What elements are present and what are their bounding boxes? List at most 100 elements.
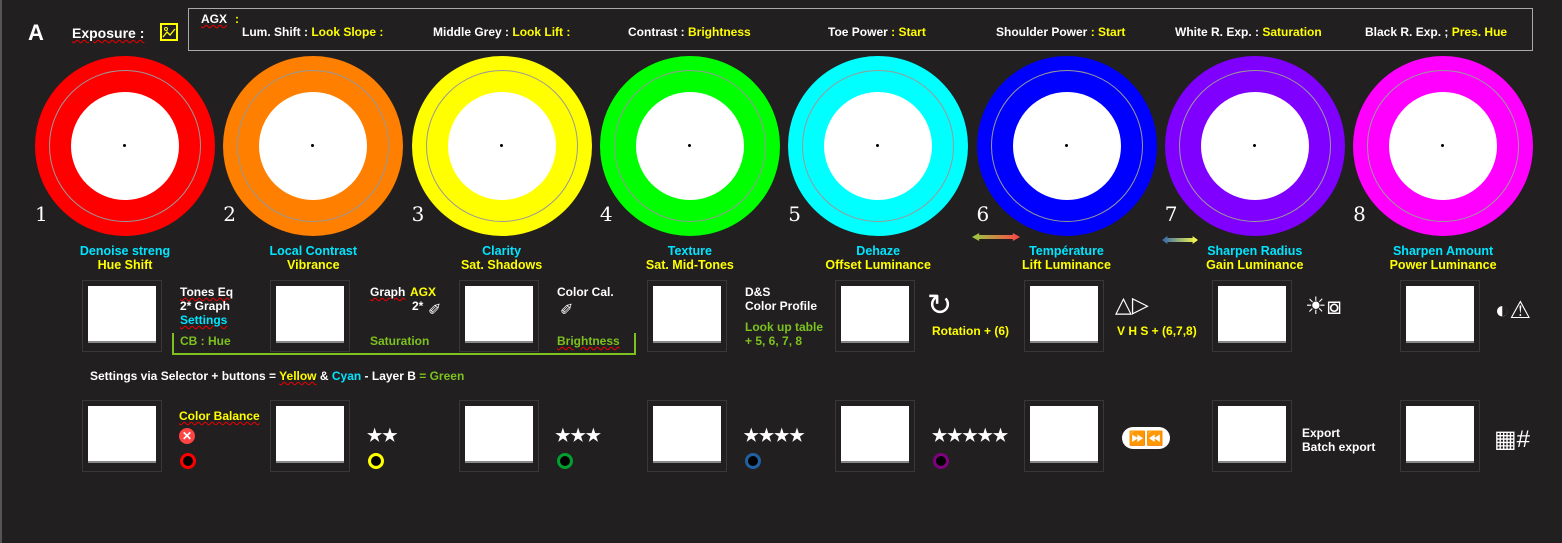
- two-star-label: 2*: [412, 299, 424, 313]
- button-slot-2-8[interactable]: [1400, 400, 1481, 472]
- bulb-focus-icon[interactable]: ☀⧇: [1305, 293, 1342, 320]
- dial-bottom-label: Offset Luminance: [825, 258, 931, 272]
- button-slot-2-6[interactable]: [1023, 400, 1104, 472]
- button-slot-1-3[interactable]: [458, 280, 539, 352]
- button-slot-1-8[interactable]: [1400, 280, 1481, 352]
- color-label-circle[interactable]: [368, 453, 385, 469]
- button-slot-2-7[interactable]: [1211, 400, 1292, 472]
- dial-1[interactable]: [35, 56, 215, 236]
- slot-preview: [276, 406, 345, 463]
- button-slot-2-1[interactable]: [82, 400, 162, 472]
- dial-top-label: Local Contrast: [269, 244, 358, 258]
- dial-ring: [425, 70, 578, 222]
- dial-number: 8: [1353, 202, 1366, 226]
- agx-param-value: Look Slope :: [311, 25, 384, 39]
- layer-letter: A: [28, 20, 44, 45]
- agx-param[interactable]: White R. Exp. : Saturation: [1175, 25, 1322, 39]
- color-label-circle[interactable]: [933, 453, 950, 469]
- agx-param[interactable]: Middle Grey : Look Lift :: [433, 25, 570, 39]
- close-icon[interactable]: ✕: [179, 428, 195, 444]
- rating-stars[interactable]: ★★★★★: [931, 426, 1009, 445]
- ds-label: D&S: [745, 285, 771, 299]
- dial-dot: [1064, 144, 1068, 147]
- dial-4[interactable]: [599, 56, 780, 236]
- grid-icon[interactable]: ▦#: [1494, 426, 1531, 453]
- agx-param[interactable]: Toe Power : Start: [828, 25, 926, 39]
- button-slot-2-4[interactable]: [646, 400, 727, 472]
- agx-param[interactable]: Shoulder Power : Start: [996, 25, 1125, 39]
- dial-5[interactable]: [788, 56, 969, 236]
- flip-icon[interactable]: △▷: [1115, 292, 1149, 317]
- dial-number: 3: [411, 202, 425, 226]
- dial-bottom-label: Sat. Shadows: [460, 258, 543, 272]
- slot-preview: [1406, 406, 1475, 463]
- dial-ring: [613, 70, 766, 222]
- agx-colon: :: [235, 12, 239, 26]
- legend-green: = Green: [419, 369, 465, 383]
- export-label[interactable]: Export: [1302, 426, 1341, 440]
- image-icon[interactable]: [160, 23, 178, 41]
- dial-8[interactable]: [1353, 56, 1534, 236]
- rating-stars[interactable]: ★★★★: [743, 426, 805, 445]
- brightness-label: Brightness: [557, 334, 620, 348]
- agx-param[interactable]: Black R. Exp. ; Pres. Hue: [1365, 25, 1507, 39]
- dial-3[interactable]: [411, 56, 592, 236]
- graph-label: 2* Graph: [180, 299, 231, 313]
- slot-preview: [1029, 406, 1098, 463]
- dial-top-label: Dehaze: [856, 244, 901, 258]
- dial-2[interactable]: [223, 56, 404, 236]
- color-profile-label: Color Profile: [745, 299, 818, 313]
- agx-param-label: White R. Exp. :: [1175, 25, 1259, 39]
- temperature-arrow-icon: [972, 233, 1020, 241]
- slot-preview: [1217, 286, 1286, 343]
- dial-dot: [123, 144, 126, 147]
- dial-dot: [499, 144, 503, 147]
- agx-param[interactable]: Lum. Shift : Look Slope :: [242, 25, 383, 39]
- rating-stars[interactable]: ★★: [367, 426, 398, 445]
- vhs-label: V H S + (6,7,8): [1117, 324, 1197, 338]
- button-slot-1-4[interactable]: [646, 280, 727, 352]
- dial-ring: [802, 70, 955, 222]
- button-slot-2-3[interactable]: [458, 400, 539, 472]
- color-balance-label: Color Balance: [179, 409, 260, 423]
- slot-preview: [1029, 286, 1098, 343]
- button-slot-1-6[interactable]: [1023, 280, 1104, 352]
- rating-stars[interactable]: ★★★: [555, 426, 602, 445]
- next-prev-icon[interactable]: ⏩⏪: [1122, 427, 1170, 449]
- dial-number: 7: [1164, 202, 1178, 226]
- rotation-label: Rotation + (6): [932, 324, 1009, 338]
- button-slot-1-2[interactable]: [270, 280, 351, 352]
- dial-dot: [1441, 144, 1445, 147]
- dial-top-label: Sharpen Radius: [1207, 244, 1303, 258]
- dial-top-label: Température: [1029, 244, 1104, 258]
- dial-7[interactable]: [1164, 56, 1345, 236]
- slot-preview: [276, 286, 345, 343]
- button-slot-2-2[interactable]: [270, 400, 351, 472]
- button-slot-1-1[interactable]: [82, 280, 162, 352]
- agx-param[interactable]: Contrast : Brightness: [628, 25, 751, 39]
- dial-ring: [1178, 70, 1331, 222]
- agx-param-label: Shoulder Power: [996, 25, 1088, 39]
- color-label-circle[interactable]: [180, 453, 196, 469]
- agx-param-value: Look Lift :: [512, 25, 571, 39]
- agx-label: AGX: [410, 285, 437, 299]
- rotate-icon[interactable]: ↻: [927, 289, 953, 322]
- contrast-warning-icon[interactable]: ◐⚠: [1495, 297, 1532, 324]
- button-slot-1-7[interactable]: [1211, 280, 1292, 352]
- batch-export-label[interactable]: Batch export: [1302, 440, 1376, 454]
- button-slot-1-5[interactable]: [835, 280, 916, 352]
- agx-param-value: : Start: [1090, 25, 1126, 39]
- color-label-circle[interactable]: [744, 453, 761, 469]
- dial-top-label: Texture: [667, 244, 712, 258]
- legend-b: - Layer B: [361, 369, 420, 383]
- exposure-label: Exposure :: [72, 25, 145, 41]
- button-slot-2-5[interactable]: [835, 400, 916, 472]
- dial-6[interactable]: [976, 56, 1157, 236]
- agx-param-label: Contrast :: [628, 25, 685, 39]
- settings-bracket: [172, 333, 636, 355]
- pipette-icon[interactable]: ✐: [428, 302, 442, 319]
- legend-yellow: Yellow: [279, 369, 317, 383]
- color-label-circle[interactable]: [556, 453, 573, 469]
- pipette-icon[interactable]: ✐: [560, 302, 574, 319]
